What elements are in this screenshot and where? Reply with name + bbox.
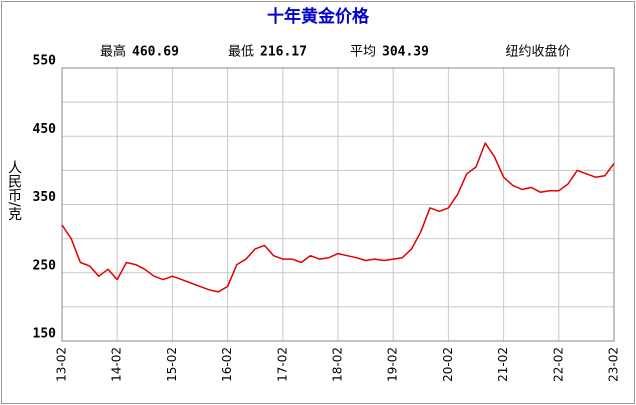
stat-value: 304.39 (382, 45, 429, 60)
y-tick-label: 150 (33, 327, 57, 342)
stat-value: 460.69 (132, 45, 179, 60)
stat-label: 最高 (100, 44, 126, 60)
x-tick-label: 23-02 (607, 347, 621, 382)
x-tick-label: 17-02 (275, 347, 289, 382)
y-tick-label: 550 (33, 54, 57, 69)
y-axis-label: 人民币/克 (6, 160, 22, 222)
x-tick-label: 14-02 (110, 347, 124, 382)
x-tick-label: 15-02 (165, 347, 179, 382)
price-line (61, 142, 615, 293)
x-tick-label: 18-02 (331, 347, 345, 382)
y-tick-label: 250 (33, 258, 57, 273)
plot-border (61, 67, 615, 342)
stat-label: 平均 (350, 45, 376, 60)
x-tick-label: 22-02 (551, 347, 565, 382)
y-tick-label: 450 (33, 122, 57, 137)
x-tick-label: 16-02 (220, 347, 234, 382)
x-tick-label: 13-02 (55, 347, 69, 382)
x-tick-label: 19-02 (386, 347, 400, 382)
chart-title: 十年黄金价格 (267, 6, 370, 27)
stat-label: 最低 (228, 45, 254, 60)
y-tick-label: 350 (33, 190, 57, 205)
x-tick-label: 20-02 (441, 347, 455, 382)
legend: 纽约收盘价 (505, 44, 570, 60)
x-tick-label: 21-02 (496, 347, 510, 382)
stat-value: 216.17 (260, 45, 307, 60)
